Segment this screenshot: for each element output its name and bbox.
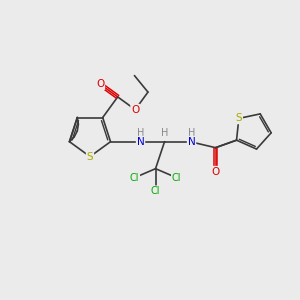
Text: Cl: Cl — [130, 173, 139, 183]
Text: O: O — [131, 105, 139, 115]
Text: N: N — [188, 137, 195, 147]
Text: H: H — [188, 128, 195, 138]
Text: O: O — [212, 167, 220, 177]
Text: O: O — [96, 79, 104, 89]
Text: S: S — [236, 113, 242, 123]
Text: H: H — [137, 128, 144, 138]
Text: H: H — [161, 128, 168, 138]
Text: S: S — [87, 152, 93, 162]
Text: Cl: Cl — [151, 186, 160, 196]
Text: N: N — [137, 137, 144, 147]
Text: Cl: Cl — [172, 173, 181, 183]
